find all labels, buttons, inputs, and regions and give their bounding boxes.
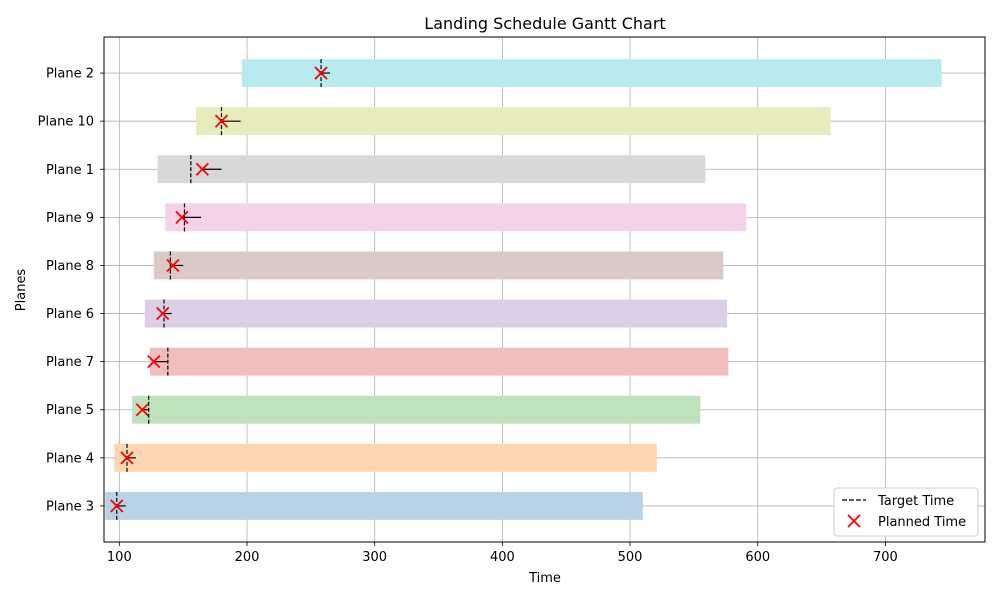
gantt-bar [132,395,701,424]
planned-time-marker [166,258,180,273]
axis-ticks: 100 200 300 400 500 600 700 Plane 3 Plane 4 Plane… [38,67,898,565]
y-tick-label: Plane 5 [46,403,94,418]
y-tick-label: Plane 10 [38,115,94,130]
planned-time-marker [314,66,328,80]
planned-time-marker [135,403,149,417]
gantt-bar [105,491,643,520]
y-tick-label: Plane 3 [46,499,94,514]
gantt-bar [241,59,942,88]
x-tick-label: 100 [107,550,132,565]
planned-time-marker [214,114,229,128]
gantt-bar [114,443,657,472]
y-tick-label: Plane 1 [46,163,94,178]
planned-time-marker [195,162,209,176]
y-axis-label: Planes [14,269,29,312]
legend: Target Time Planned Time [833,487,979,537]
gantt-bar [157,155,706,184]
gantt-bar [153,251,724,280]
planned-time-marker [110,499,124,513]
x-tick-label: 400 [490,550,515,565]
y-tick-label: Plane 2 [46,67,94,82]
y-tick-label: Plane 7 [46,355,94,370]
y-tick-label: Plane 6 [46,307,94,322]
legend-planned-swatch [847,514,861,528]
bars [105,59,942,520]
legend-target-label: Target Time [877,494,954,509]
x-axis-label: Time [528,571,561,586]
plot-frame [103,36,986,543]
x-tick-label: 600 [745,550,770,565]
y-tick-label: Plane 4 [46,451,94,466]
x-tick-label: 700 [873,550,898,565]
gantt-bar [144,299,728,328]
x-tick-label: 200 [235,550,260,565]
chart-title: Landing Schedule Gantt Chart [424,14,665,33]
y-tick-label: Plane 9 [46,211,94,226]
planned-time-marker [175,210,189,224]
x-tick-label: 300 [362,550,387,565]
legend-planned-label: Planned Time [878,515,966,530]
planned-time-marker [156,306,170,321]
gantt-bar [149,347,729,376]
gantt-bar [195,107,831,136]
y-tick-label: Plane 8 [46,259,94,274]
gantt-bar [165,203,747,232]
planned-time-marker [120,451,134,465]
legend-box [833,487,979,537]
markers [110,59,330,520]
planned-time-marker [147,355,161,369]
x-tick-label: 500 [618,550,643,565]
